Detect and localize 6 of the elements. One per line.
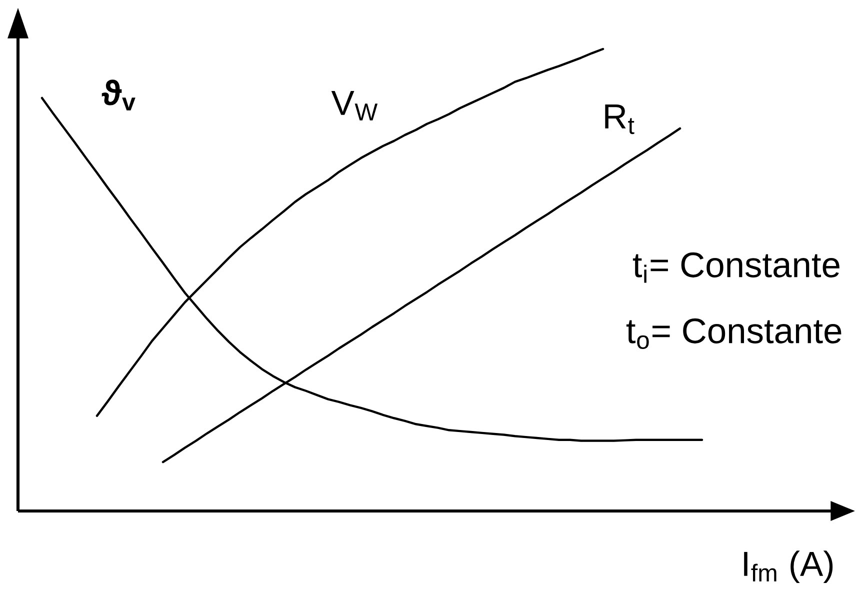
x-axis-title: I$_{fm}$ (A) xyxy=(744,550,833,584)
annotation: t$_{o}$= Constante xyxy=(626,318,842,349)
series-label: ϑ$_{v}$ xyxy=(102,80,136,110)
series-label: R$_{t}$ xyxy=(605,104,634,134)
series-label: V$_{W}$ xyxy=(331,90,378,120)
annotation: t$_{i}$= Constante xyxy=(632,252,840,283)
